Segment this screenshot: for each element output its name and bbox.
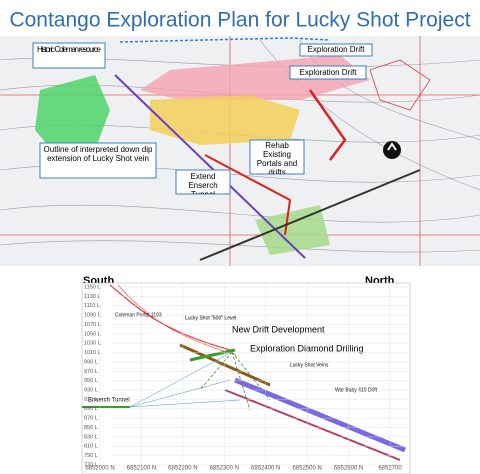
section-label: New Drift Development — [232, 324, 325, 334]
callout: Rehab Existing Portals and drifts — [256, 141, 298, 174]
map: Historic Coleman resource Exploration Dr… — [0, 36, 480, 266]
level-label: 990 L — [84, 359, 98, 365]
north-arrow — [383, 141, 401, 159]
cross-section: Coleman Portal 1103 Lucky Shot "500" Lev… — [81, 282, 411, 474]
level-label: 790 L — [84, 453, 98, 459]
callout: Exploration Drift — [308, 45, 366, 54]
section-label: Exploration Diamond Drilling — [250, 343, 364, 353]
northing-label: 6852300 N — [210, 466, 239, 472]
section-label: Enserch Tunnel — [88, 398, 130, 404]
level-label: 1150 L — [84, 284, 100, 290]
northing-label: 6852100 N — [127, 466, 156, 472]
section-label: Lucky Shot "500" Level — [185, 315, 236, 321]
level-label: 1090 L — [84, 313, 101, 319]
northing-label: 6852400 N — [251, 466, 280, 472]
level-label: 770 L — [84, 462, 98, 468]
title: Contango Exploration Plan for Lucky Shot… — [9, 9, 470, 32]
level-label: 930 L — [84, 388, 98, 394]
portal-area — [255, 205, 330, 255]
northing-label: 6852000 N — [85, 466, 114, 472]
section-label: Lucky Shot Veins — [290, 362, 329, 368]
level-label: 910 L — [84, 397, 98, 403]
level-label: 1030 L — [84, 341, 101, 347]
callout: Historic Coleman resource — [37, 45, 102, 54]
northing-label: 6852600 N — [334, 466, 363, 472]
vein-trace — [114, 74, 306, 259]
section-label: Coleman Portal 1103 — [115, 312, 162, 318]
level-label: 1070 L — [84, 322, 101, 328]
coleman-resource — [35, 75, 110, 160]
workings — [150, 95, 300, 145]
level-label: 970 L — [84, 369, 98, 375]
level-label: 810 L — [84, 444, 98, 450]
section-label: War Baby 410 Drift — [335, 387, 378, 393]
level-label: 1050 L — [84, 331, 101, 337]
northing-label: 6852500 N — [292, 466, 321, 472]
level-label: 870 L — [84, 416, 98, 422]
callout: Extend Enserch Tunnel — [188, 172, 218, 194]
northing-label: 6852700 — [378, 466, 402, 472]
callout: Outline of interpreted down dip extensio… — [43, 145, 153, 163]
level-label: 850 L — [84, 425, 98, 431]
level-label: 950 L — [84, 378, 98, 384]
level-label: 1110 L — [84, 303, 100, 309]
level-label: 1010 L — [84, 350, 101, 356]
northing-label: 6852200 N — [168, 466, 197, 472]
callout: Exploration Drift — [300, 68, 358, 77]
level-label: 830 L — [84, 434, 98, 440]
level-label: 1130 L — [84, 294, 100, 300]
level-label: 890 L — [84, 406, 98, 412]
